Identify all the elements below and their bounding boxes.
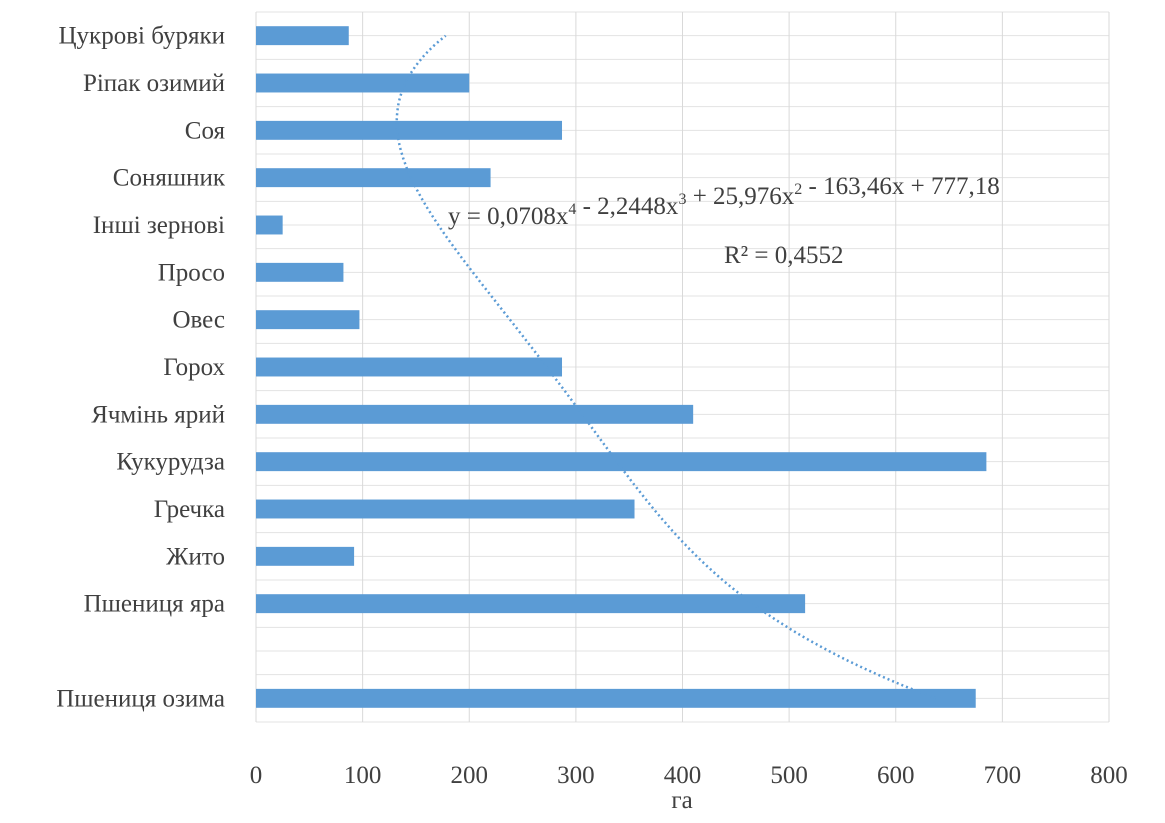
- trendline-r2: R² = 0,4552: [724, 242, 844, 269]
- trendline: [395, 34, 937, 700]
- category-label: Цукрові буряки: [59, 23, 226, 50]
- bar-layer: [256, 26, 987, 708]
- category-label: Соняшник: [113, 165, 226, 192]
- category-label: Жито: [166, 543, 225, 570]
- bar: [256, 73, 470, 93]
- category-label: Соя: [185, 117, 226, 144]
- category-label: Інші зернові: [93, 212, 225, 239]
- x-tick-label: 800: [1090, 762, 1128, 789]
- category-label: Пшениця яра: [84, 591, 225, 618]
- x-tick-label: 500: [770, 762, 808, 789]
- label-layer: 0 100 200 300 400 500 600 700 800 Пшениця озима Пш…: [56, 23, 1128, 789]
- bar: [256, 215, 283, 235]
- x-tick-label: 400: [664, 762, 702, 789]
- bar: [256, 310, 360, 330]
- bar: [256, 546, 355, 566]
- x-tick-label: 600: [877, 762, 915, 789]
- category-label: Кукурудза: [116, 449, 225, 476]
- x-tick-label: 100: [344, 762, 382, 789]
- x-tick-label: 0: [250, 762, 263, 789]
- category-label: Гречка: [154, 496, 225, 523]
- bar: [256, 452, 987, 472]
- category-label: Ячмінь ярий: [91, 401, 225, 428]
- category-label: Горох: [163, 354, 225, 381]
- bar: [256, 688, 976, 708]
- bar: [256, 404, 694, 424]
- trendline-equation: y = 0,0708x4 - 2,2448x3 + 25,976x2 - 163…: [448, 173, 1000, 230]
- x-axis-title: га: [671, 787, 692, 814]
- trendline-layer: [395, 34, 937, 700]
- x-tick-label: 200: [451, 762, 489, 789]
- x-tick-label: 300: [557, 762, 595, 789]
- x-tick-label: 700: [984, 762, 1022, 789]
- bar: [256, 262, 344, 282]
- bar: [256, 168, 491, 188]
- bar: [256, 357, 563, 377]
- bar: [256, 594, 806, 614]
- bar: [256, 499, 635, 519]
- bar: [256, 120, 563, 140]
- category-label: Просо: [158, 259, 225, 286]
- category-label: Овес: [172, 307, 225, 334]
- category-label: Пшениця озима: [56, 685, 225, 712]
- bar: [256, 26, 349, 46]
- category-label: Ріпак озимий: [83, 70, 225, 97]
